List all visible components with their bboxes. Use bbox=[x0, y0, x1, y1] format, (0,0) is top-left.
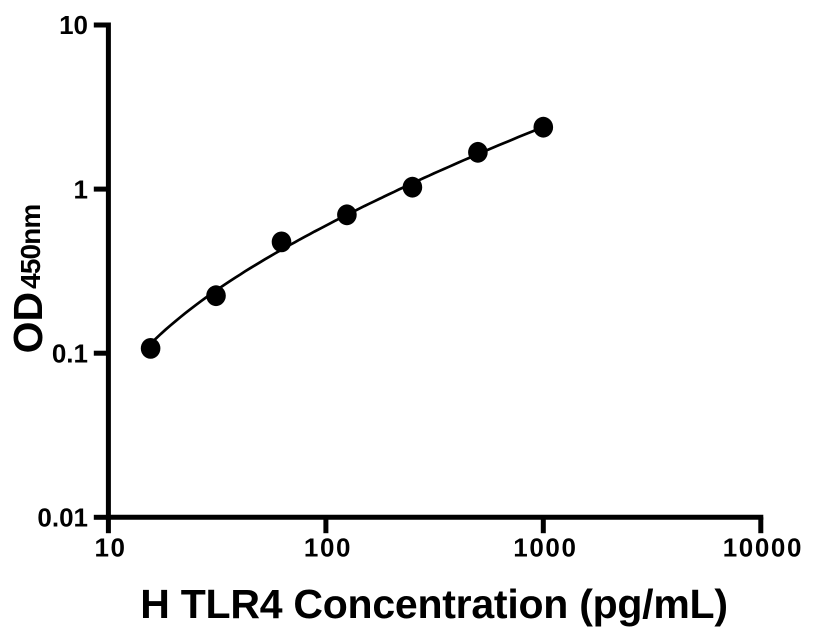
svg-text:0.01: 0.01 bbox=[37, 503, 88, 533]
svg-text:1000: 1000 bbox=[513, 532, 577, 562]
svg-text:1: 1 bbox=[74, 174, 88, 204]
svg-text:H TLR4 Concentration (pg/mL): H TLR4 Concentration (pg/mL) bbox=[140, 581, 727, 627]
svg-text:10: 10 bbox=[59, 10, 88, 40]
svg-text:10000: 10000 bbox=[723, 532, 803, 562]
svg-text:10: 10 bbox=[94, 532, 126, 562]
svg-text:0.1: 0.1 bbox=[52, 338, 88, 368]
svg-text:100: 100 bbox=[304, 532, 352, 562]
